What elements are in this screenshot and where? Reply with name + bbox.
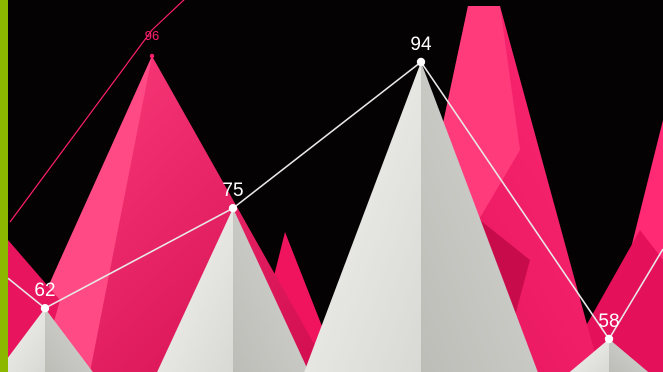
white-data-label: 75 (222, 180, 243, 201)
white-peak-left-face (0, 308, 45, 372)
pink-data-label: 96 (145, 28, 159, 43)
white-peak-left-face (569, 339, 609, 372)
white-data-point (228, 203, 238, 213)
white-peak-left-face (304, 62, 421, 372)
edge-stripe (0, 0, 8, 372)
white-data-label: 62 (34, 280, 55, 301)
white-peak-right-face (609, 339, 649, 372)
white-peak-right-face (421, 62, 538, 372)
white-line-series: 62 75 94 58 (7, 34, 663, 344)
white-peaks (0, 62, 649, 372)
pink-line-series: 96 (9, 0, 185, 223)
pink-data-point (149, 53, 155, 59)
white-data-label: 58 (598, 311, 619, 332)
white-data-point (416, 57, 426, 67)
white-peak-left-face (157, 208, 233, 372)
white-data-point (40, 304, 50, 313)
white-series-line (7, 60, 663, 341)
white-peak-right-face (233, 208, 309, 372)
pink-series-line (9, 0, 185, 223)
white-data-label: 94 (410, 34, 432, 55)
white-data-point (604, 334, 614, 344)
white-peak-right-face (45, 308, 93, 372)
